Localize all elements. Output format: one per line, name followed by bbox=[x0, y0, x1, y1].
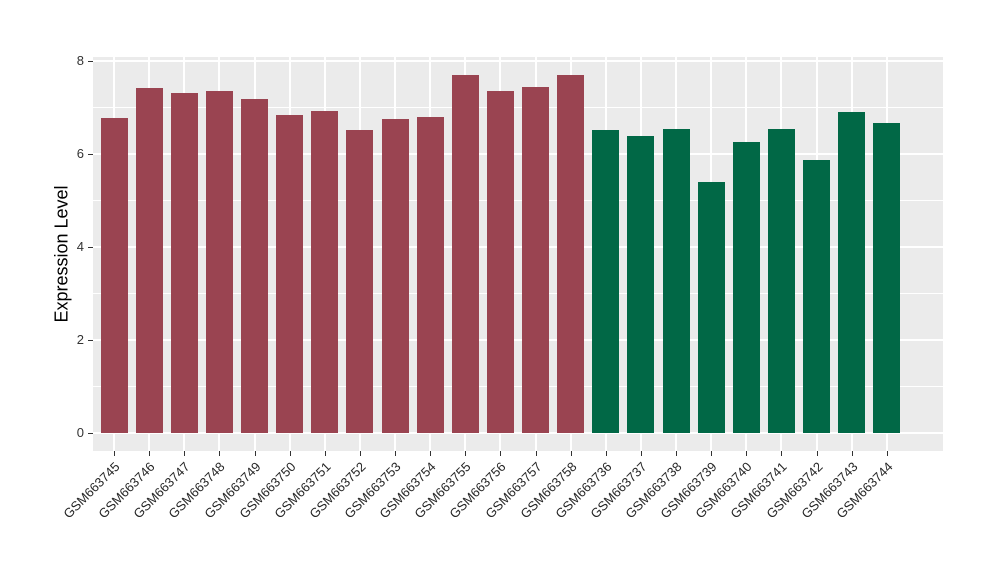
bar-GSM663757 bbox=[522, 87, 550, 433]
gridline-minor-y-5 bbox=[93, 200, 943, 202]
x-tick-mark-GSM663756 bbox=[500, 451, 502, 456]
gridline-major-y-2 bbox=[93, 338, 943, 341]
x-tick-mark-GSM663755 bbox=[465, 451, 467, 456]
plot-panel bbox=[93, 57, 943, 451]
bar-GSM663748 bbox=[205, 90, 233, 433]
gridline-minor-y-3 bbox=[93, 293, 943, 295]
y-tick-label-8: 8 bbox=[76, 52, 84, 68]
gridline-minor-y-7 bbox=[93, 107, 943, 109]
y-tick-mark-2 bbox=[88, 339, 93, 341]
x-tick-mark-GSM663739 bbox=[711, 451, 713, 456]
y-tick-label-0: 0 bbox=[76, 425, 84, 440]
bar-GSM663749 bbox=[241, 98, 269, 433]
x-tick-mark-GSM663743 bbox=[851, 451, 853, 456]
x-tick-mark-GSM663758 bbox=[570, 451, 572, 456]
bar-GSM663754 bbox=[416, 116, 444, 433]
bar-GSM663736 bbox=[592, 129, 620, 433]
bar-GSM663758 bbox=[557, 74, 585, 433]
bar-GSM663747 bbox=[170, 93, 198, 433]
bar-GSM663743 bbox=[838, 112, 866, 433]
x-tick-mark-GSM663742 bbox=[816, 451, 818, 456]
bar-GSM663756 bbox=[486, 90, 514, 433]
x-tick-mark-GSM663736 bbox=[605, 451, 607, 456]
x-tick-mark-GSM663746 bbox=[149, 451, 151, 456]
y-tick-label-6: 6 bbox=[76, 145, 84, 161]
bar-GSM663753 bbox=[381, 119, 409, 433]
y-tick-mark-6 bbox=[88, 153, 93, 155]
bar-GSM663755 bbox=[451, 75, 479, 433]
bar-GSM663740 bbox=[732, 142, 760, 433]
bar-GSM663738 bbox=[662, 129, 690, 433]
x-tick-mark-GSM663738 bbox=[676, 451, 678, 456]
x-tick-mark-GSM663747 bbox=[184, 451, 186, 456]
x-tick-mark-GSM663741 bbox=[781, 451, 783, 456]
x-tick-mark-GSM663737 bbox=[640, 451, 642, 456]
y-tick-mark-0 bbox=[88, 433, 93, 434]
y-tick-label-2: 2 bbox=[76, 331, 84, 347]
bar-GSM663751 bbox=[311, 110, 339, 433]
x-tick-mark-GSM663753 bbox=[395, 451, 397, 456]
x-tick-mark-GSM663751 bbox=[324, 451, 326, 456]
y-tick-mark-4 bbox=[88, 246, 93, 248]
x-tick-mark-GSM663749 bbox=[254, 451, 256, 456]
bar-GSM663745 bbox=[100, 118, 128, 433]
bar-GSM663742 bbox=[803, 160, 831, 433]
x-tick-mark-GSM663748 bbox=[219, 451, 221, 456]
gridline-major-y-0 bbox=[93, 432, 943, 434]
bar-GSM663737 bbox=[627, 135, 655, 433]
x-tick-mark-GSM663740 bbox=[746, 451, 748, 456]
bar-GSM663752 bbox=[346, 129, 374, 433]
bar-GSM663744 bbox=[873, 122, 901, 433]
x-tick-mark-GSM663757 bbox=[535, 451, 537, 456]
y-tick-label-4: 4 bbox=[76, 238, 84, 254]
bar-GSM663739 bbox=[697, 182, 725, 433]
x-tick-mark-GSM663752 bbox=[359, 451, 361, 456]
gridline-major-y-8 bbox=[93, 59, 943, 62]
bar-GSM663741 bbox=[767, 129, 795, 433]
x-tick-mark-GSM663745 bbox=[114, 451, 116, 456]
x-tick-mark-GSM663754 bbox=[430, 451, 432, 456]
x-tick-mark-GSM663750 bbox=[289, 451, 291, 456]
y-tick-mark-8 bbox=[88, 60, 93, 62]
bar-GSM663750 bbox=[276, 114, 304, 433]
gridline-major-y-4 bbox=[93, 245, 943, 248]
gridline-minor-y-1 bbox=[93, 386, 943, 388]
x-tick-mark-GSM663744 bbox=[886, 451, 888, 456]
bar-GSM663746 bbox=[135, 87, 163, 433]
gridline-major-y-6 bbox=[93, 152, 943, 155]
